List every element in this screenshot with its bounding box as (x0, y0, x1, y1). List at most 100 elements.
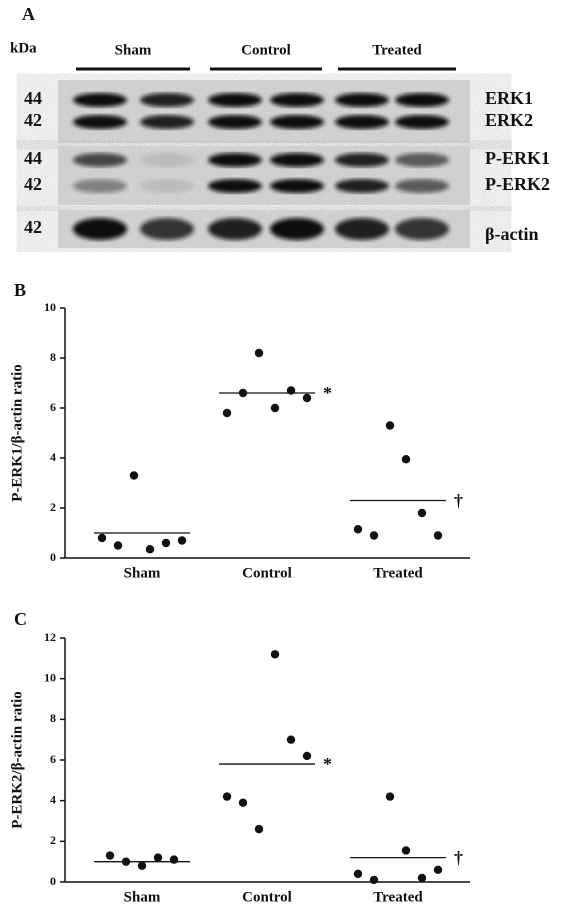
band (270, 115, 324, 129)
marker-label: 42 (24, 174, 42, 194)
band-label: P-ERK2 (485, 174, 550, 194)
band (140, 115, 194, 129)
band (73, 93, 127, 107)
x-tick-label: Treated (373, 565, 423, 581)
band (270, 93, 324, 107)
data-point (97, 533, 107, 543)
data-point (177, 536, 187, 545)
band-label: P-ERK1 (485, 148, 550, 168)
band-label: ERK1 (485, 88, 533, 108)
data-point (417, 873, 427, 883)
marker-label: 42 (24, 217, 42, 237)
band (73, 218, 127, 240)
y-tick-label: 8 (50, 711, 56, 725)
band (335, 93, 389, 107)
band (140, 93, 194, 107)
band-label: ERK2 (485, 110, 533, 130)
data-point (286, 735, 296, 744)
band (208, 218, 262, 240)
data-point (401, 455, 411, 464)
band (140, 179, 194, 193)
band (208, 115, 262, 129)
y-tick-label: 2 (50, 500, 56, 514)
panel-label: A (22, 4, 35, 24)
group-label: Control (241, 42, 291, 58)
band (335, 218, 389, 240)
band (335, 115, 389, 129)
data-point (302, 393, 312, 403)
data-point (113, 541, 123, 550)
band (395, 179, 449, 193)
band (140, 153, 194, 167)
data-point (222, 792, 232, 801)
panel-label: C (14, 609, 27, 629)
data-point (270, 403, 280, 413)
data-point (254, 824, 264, 834)
y-axis-label: P-ERK2/β-actin ratio (9, 691, 25, 828)
x-tick-label: Treated (373, 889, 423, 905)
y-tick-label: 4 (50, 792, 56, 806)
blot-noise (58, 80, 470, 143)
significance-mark: † (454, 491, 463, 511)
band (73, 153, 127, 167)
band (208, 153, 262, 167)
band-label: β-actin (485, 224, 538, 244)
marker-label: 42 (24, 110, 42, 130)
significance-mark: * (323, 754, 332, 774)
data-point (105, 851, 115, 860)
y-tick-label: 8 (50, 350, 56, 364)
y-tick-label: 12 (44, 630, 56, 644)
data-point (369, 875, 379, 885)
band (208, 179, 262, 193)
group-label: Treated (372, 42, 422, 58)
band (335, 179, 389, 193)
y-tick-label: 2 (50, 833, 56, 847)
y-tick-label: 10 (44, 670, 56, 684)
panel-label: B (14, 280, 26, 300)
data-point (401, 846, 411, 855)
western-blot: A kDa (10, 4, 37, 56)
data-point (385, 792, 395, 801)
data-point (417, 508, 427, 518)
band (395, 218, 449, 240)
data-point (433, 865, 443, 874)
x-tick-label: Control (242, 889, 292, 905)
data-point (302, 751, 312, 761)
y-tick-label: 4 (50, 450, 56, 464)
significance-mark: † (454, 848, 463, 868)
y-tick-label: 0 (50, 550, 56, 564)
unit-label: kDa (10, 40, 37, 56)
significance-mark: * (323, 383, 332, 403)
data-point (369, 531, 379, 540)
y-tick-label: 6 (50, 752, 56, 766)
band (270, 218, 324, 240)
y-tick-label: 6 (50, 400, 56, 414)
y-axis-label: P-ERK1/β-actin ratio (9, 364, 25, 501)
data-point (153, 853, 163, 862)
data-point (270, 650, 280, 659)
band (395, 93, 449, 107)
data-point (433, 531, 443, 540)
marker-label: 44 (24, 148, 42, 168)
data-point (169, 855, 179, 864)
band (270, 179, 324, 193)
band (73, 115, 127, 129)
group-label: Sham (115, 42, 152, 58)
data-point (353, 525, 363, 534)
band (73, 179, 127, 193)
data-point (222, 408, 232, 418)
data-point (238, 798, 248, 807)
band (208, 93, 262, 107)
y-tick-label: 10 (44, 300, 56, 314)
marker-label: 44 (24, 88, 42, 108)
band (335, 153, 389, 167)
data-point (145, 545, 155, 554)
x-tick-label: Sham (124, 889, 161, 905)
data-point (161, 538, 171, 548)
data-point (129, 471, 139, 480)
data-point (385, 421, 395, 430)
band (270, 153, 324, 167)
data-point (353, 869, 363, 879)
band (140, 218, 194, 240)
